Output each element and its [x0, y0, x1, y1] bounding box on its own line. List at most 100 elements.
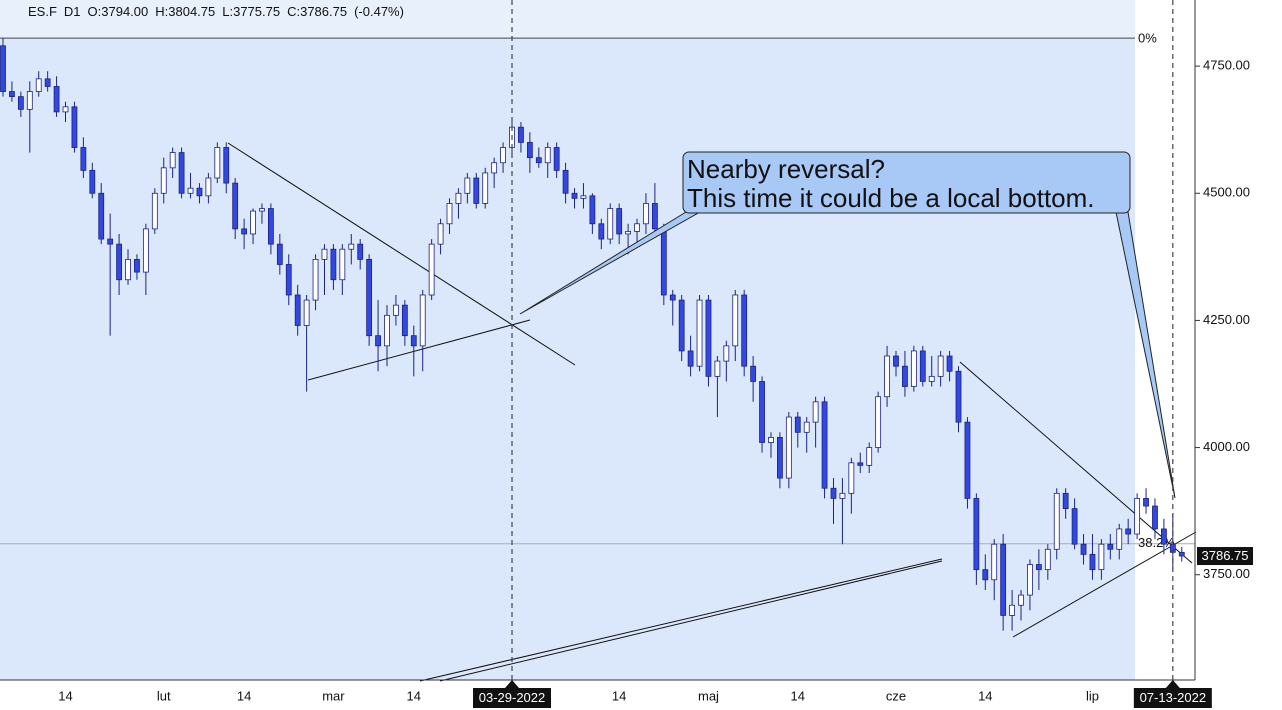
- candle-body: [89, 169, 96, 194]
- candle-body: [53, 86, 60, 113]
- candle-body: [794, 416, 801, 433]
- candle-body: [169, 152, 176, 169]
- candle-body: [437, 223, 444, 245]
- crosshair-label-box: [473, 688, 552, 708]
- candle-body: [410, 335, 417, 347]
- trend-line: [439, 560, 943, 682]
- candle-body: [62, 106, 69, 113]
- candle-body: [1035, 564, 1042, 571]
- candle-body: [893, 355, 899, 367]
- candle-body: [357, 243, 364, 260]
- y-tick-label: 3750.00: [1203, 566, 1250, 581]
- candle-body: [928, 375, 935, 382]
- callout-box: [682, 151, 1131, 214]
- candle-body: [446, 203, 453, 225]
- x-tick-label: 14: [612, 688, 626, 703]
- candle-body: [562, 169, 569, 194]
- candle-body: [723, 345, 730, 362]
- trend-line: [227, 142, 576, 366]
- candle-body: [205, 177, 212, 197]
- candle-body: [732, 294, 739, 347]
- candle-body: [785, 416, 792, 479]
- x-tick-label: 14: [58, 688, 72, 703]
- candle-body: [625, 231, 631, 235]
- fib-level-label: 38.2%: [1138, 535, 1175, 550]
- last-price-label: 3786.75: [1202, 548, 1249, 563]
- candle-body: [741, 294, 748, 367]
- candle-body: [187, 187, 194, 194]
- candle-body: [982, 569, 989, 581]
- candle-body: [902, 365, 908, 387]
- candle-body: [321, 248, 328, 260]
- candle-body: [276, 243, 283, 265]
- trend-line: [419, 558, 943, 682]
- symbol: ES.F: [28, 4, 57, 19]
- candle-body: [330, 248, 337, 281]
- x-tick-label: mar: [322, 688, 345, 703]
- candle-body: [151, 192, 158, 230]
- candle-body: [241, 228, 248, 235]
- candle-body: [535, 157, 542, 164]
- candle-body: [9, 91, 15, 98]
- candle-body: [759, 381, 765, 443]
- candle-body: [910, 350, 917, 387]
- x-tick-label: lip: [1086, 688, 1099, 703]
- candle-body: [1062, 492, 1069, 510]
- candle-body: [643, 203, 649, 225]
- candle-body: [616, 208, 623, 235]
- crosshair-label: 03-29-2022: [479, 690, 546, 705]
- candle-body: [312, 258, 319, 301]
- candle-body: [375, 335, 381, 347]
- candle-body: [35, 78, 42, 92]
- last-price-box: [1197, 547, 1253, 566]
- candle-body: [553, 147, 560, 171]
- candle-body: [589, 195, 596, 225]
- candle-body: [696, 299, 703, 367]
- y-tick-label: 4750.00: [1203, 58, 1250, 73]
- candle-body: [366, 258, 373, 337]
- y-tick-label: 4250.00: [1203, 312, 1250, 327]
- candle-body: [812, 401, 819, 423]
- candle-body: [160, 167, 167, 194]
- candle-body: [267, 208, 274, 245]
- x-tick-label: maj: [698, 688, 719, 703]
- candle-body: [71, 106, 78, 148]
- x-tick-label: 14: [237, 688, 251, 703]
- candle-body: [1134, 498, 1141, 535]
- fib-level-label: 0%: [1138, 31, 1157, 46]
- candle-body: [1071, 508, 1078, 545]
- candle-body: [285, 264, 292, 296]
- open-value: O:3794.00: [87, 4, 149, 19]
- candle-body: [1009, 604, 1015, 616]
- candle-body: [393, 304, 399, 316]
- candle-body: [428, 243, 435, 296]
- candle-body: [866, 447, 873, 466]
- candle-body: [687, 350, 694, 367]
- candle-body: [580, 195, 587, 199]
- candle-body: [973, 498, 980, 571]
- candle-body: [660, 228, 667, 296]
- candle-body: [750, 365, 757, 382]
- candle-body: [214, 147, 221, 179]
- high-value: H:3804.75: [155, 4, 216, 19]
- candle-body: [526, 142, 533, 159]
- trend-line: [959, 361, 1193, 564]
- change-value: (-0.47%): [354, 4, 404, 19]
- candle-body: [116, 243, 122, 281]
- candle-body: [1178, 551, 1185, 557]
- candles: [0, 38, 1185, 631]
- candle-body: [1080, 543, 1087, 555]
- candle-body: [714, 360, 721, 377]
- y-tick-label: 4000.00: [1203, 439, 1250, 454]
- crosshair-pointer: [505, 680, 520, 688]
- candle-body: [651, 203, 658, 230]
- timeframe: D1: [63, 4, 81, 19]
- candle-body: [1161, 528, 1167, 545]
- candle-body: [348, 243, 355, 250]
- candle-body: [875, 396, 882, 448]
- candle-body: [294, 294, 301, 326]
- candle-body: [598, 223, 605, 240]
- crosshair-pointer: [1165, 680, 1180, 688]
- candle-body: [1107, 543, 1114, 550]
